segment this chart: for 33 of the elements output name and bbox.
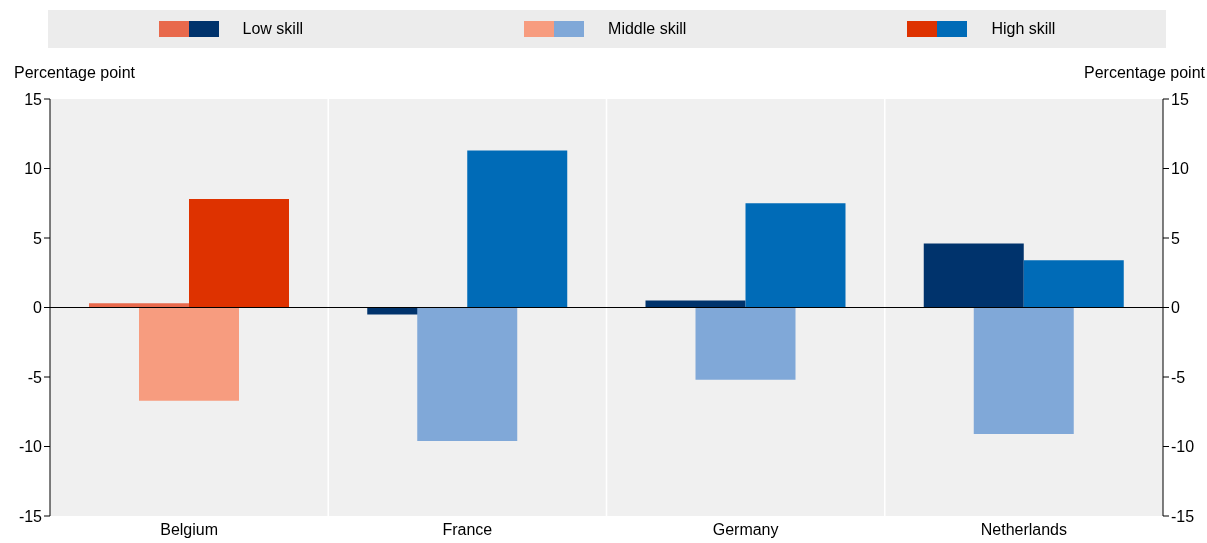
bar: [695, 307, 796, 380]
y2-tick-label: 10: [1171, 160, 1189, 178]
y2-tick-label: -15: [1171, 507, 1195, 525]
y-tick-label: -15: [18, 507, 43, 525]
bar: [417, 307, 518, 441]
bar: [89, 303, 189, 308]
bar: [745, 203, 846, 308]
y-tick-label: 15: [24, 90, 43, 108]
bar: [973, 307, 1074, 434]
y-tick-label: 0: [33, 299, 43, 317]
y2-tick-label: 5: [1171, 229, 1180, 247]
x-tick-label: Belgium: [160, 521, 219, 539]
y-tick-label: -5: [27, 368, 43, 386]
y-tick-label: -10: [18, 438, 43, 456]
y2-tick-label: 0: [1171, 299, 1180, 317]
legend-label: Low skill: [242, 20, 303, 38]
bar: [923, 243, 1024, 308]
x-tick-label: France: [442, 521, 493, 539]
bar: [1023, 260, 1124, 308]
bar: [189, 199, 289, 308]
y-tick-label: 10: [24, 160, 43, 178]
legend-label: Middle skill: [608, 20, 687, 38]
x-tick-label: Netherlands: [980, 521, 1068, 539]
y-axis-title: Percentage point: [14, 64, 135, 82]
y-tick-label: 5: [33, 229, 43, 247]
y2-tick-label: 15: [1171, 90, 1189, 108]
y2-tick-label: -10: [1171, 438, 1195, 456]
bar: [139, 307, 239, 401]
x-tick-label: Germany: [712, 521, 779, 539]
y2-axis-title: Percentage point: [1084, 64, 1205, 82]
legend-label: High skill: [991, 20, 1056, 38]
y2-tick-label: -5: [1171, 368, 1186, 386]
bar: [467, 150, 568, 308]
